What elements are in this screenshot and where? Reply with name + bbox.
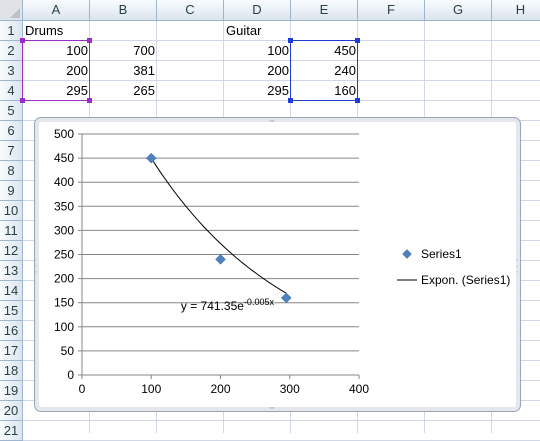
y-tick-label: 400 <box>54 175 74 189</box>
cell-e4[interactable]: 160 <box>334 83 356 98</box>
cell-b3[interactable]: 381 <box>133 63 155 78</box>
cell-b2[interactable]: 700 <box>133 43 155 58</box>
row-gridline <box>23 420 540 421</box>
row-header-20[interactable]: 20 <box>0 401 23 421</box>
y-tick-label: 150 <box>54 296 74 310</box>
row-header-15[interactable]: 15 <box>0 301 23 321</box>
chart-resize-handle-left[interactable]: ∙ ∙ ∙ <box>35 255 37 276</box>
row-header-14[interactable]: 14 <box>0 281 23 301</box>
legend-series1-marker <box>402 249 412 259</box>
range-resize-handle[interactable] <box>20 98 25 103</box>
range-resize-handle[interactable] <box>87 98 92 103</box>
row-header-9[interactable]: 9 <box>0 181 23 201</box>
row-header-10[interactable]: 10 <box>0 201 23 221</box>
y-tick-label: 500 <box>54 127 74 141</box>
select-all-corner[interactable] <box>0 0 23 21</box>
column-header-d[interactable]: D <box>224 0 291 21</box>
x-tick-label: 100 <box>141 382 161 396</box>
range-resize-handle[interactable] <box>87 38 92 43</box>
scatter-chart[interactable]: 0 50 100 150 200 250 300 350 400 450 500 0 100 200 300… <box>39 122 516 407</box>
cell-d1[interactable]: Guitar <box>226 23 262 38</box>
column-header-e[interactable]: E <box>291 0 358 21</box>
y-tick-label: 300 <box>54 223 74 237</box>
range-resize-handle[interactable] <box>288 38 293 43</box>
row-header-19[interactable]: 19 <box>0 381 23 401</box>
y-tick-label: 250 <box>54 248 74 262</box>
row-header-3[interactable]: 3 <box>0 61 23 81</box>
row-header-8[interactable]: 8 <box>0 161 23 181</box>
x-tick-label: 400 <box>349 382 369 396</box>
legend-trendline-label: Expon. (Series1) <box>421 273 510 287</box>
x-tick-label: 200 <box>210 382 230 396</box>
y-tick-label: 100 <box>54 320 74 334</box>
column-header-a[interactable]: A <box>23 0 90 21</box>
y-tick-label: 350 <box>54 199 74 213</box>
column-header-f[interactable]: F <box>358 0 425 21</box>
trendline-equation: y = 741.35e-0.005x <box>181 297 275 313</box>
column-header-h[interactable]: H <box>492 0 540 21</box>
column-header-b[interactable]: B <box>90 0 157 21</box>
trendline-equation-base: y = 741.35e <box>181 299 244 313</box>
row-gridline <box>23 40 540 41</box>
y-tick-label: 450 <box>54 151 74 165</box>
range-resize-handle[interactable] <box>288 98 293 103</box>
cell-a4[interactable]: 295 <box>66 83 88 98</box>
cell-a1[interactable]: Drums <box>25 23 64 38</box>
y-tick-label: 200 <box>54 272 74 286</box>
cell-e3[interactable]: 240 <box>334 63 356 78</box>
chart-resize-handle-top[interactable]: ∙∙∙∙ <box>269 116 275 125</box>
data-point-diamond <box>280 292 292 304</box>
chart-area[interactable]: ∙∙∙∙ ∙∙∙∙ ∙ ∙ ∙ ∙ ∙ ∙ 0 50 100 150 200 250 300 350 4… <box>35 116 520 412</box>
data-point-diamond <box>215 253 226 265</box>
cell-d2[interactable]: 100 <box>267 43 289 58</box>
chart-resize-handle-right[interactable]: ∙ ∙ ∙ <box>516 255 518 276</box>
x-tick-label: 300 <box>280 382 300 396</box>
column-header-c[interactable]: C <box>157 0 224 21</box>
legend-series1-label: Series1 <box>421 247 462 261</box>
cell-a3[interactable]: 200 <box>66 63 88 78</box>
row-header-2[interactable]: 2 <box>0 41 23 61</box>
cell-b4[interactable]: 265 <box>133 83 155 98</box>
row-header-21[interactable]: 21 <box>0 421 23 441</box>
row-header-1[interactable]: 1 <box>0 21 23 41</box>
range-resize-handle[interactable] <box>355 38 360 43</box>
row-header-18[interactable]: 18 <box>0 361 23 381</box>
cell-d3[interactable]: 200 <box>267 63 289 78</box>
row-header-5[interactable]: 5 <box>0 101 23 121</box>
column-header-g[interactable]: G <box>425 0 492 21</box>
cell-e2[interactable]: 450 <box>334 43 356 58</box>
row-header-6[interactable]: 6 <box>0 121 23 141</box>
row-header-11[interactable]: 11 <box>0 221 23 241</box>
y-tick-label: 50 <box>61 344 75 358</box>
trendline-equation-exponent: -0.005x <box>244 297 275 307</box>
row-gridline <box>23 80 540 81</box>
chart-resize-handle-bottom[interactable]: ∙∙∙∙ <box>269 403 275 412</box>
row-header-12[interactable]: 12 <box>0 241 23 261</box>
range-resize-handle[interactable] <box>355 98 360 103</box>
select-all-triangle-icon <box>10 8 20 18</box>
row-header-17[interactable]: 17 <box>0 341 23 361</box>
row-gridline <box>23 100 540 101</box>
y-tick-label: 0 <box>67 368 74 382</box>
data-point-diamond <box>145 152 157 164</box>
row-gridline <box>23 60 540 61</box>
range-resize-handle[interactable] <box>20 38 25 43</box>
trendline-curve <box>150 157 287 294</box>
row-header-7[interactable]: 7 <box>0 141 23 161</box>
row-header-16[interactable]: 16 <box>0 321 23 341</box>
row-header-13[interactable]: 13 <box>0 261 23 281</box>
cell-a2[interactable]: 100 <box>66 43 88 58</box>
x-tick-label: 0 <box>79 382 86 396</box>
cell-d4[interactable]: 295 <box>267 83 289 98</box>
